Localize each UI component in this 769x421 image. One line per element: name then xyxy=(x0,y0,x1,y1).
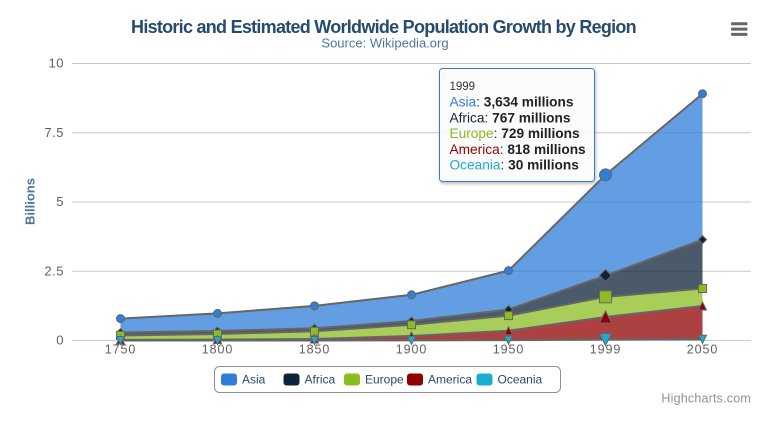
svg-text:1800: 1800 xyxy=(202,343,233,357)
svg-text:10: 10 xyxy=(49,56,64,71)
svg-text:1850: 1850 xyxy=(299,343,330,357)
svg-text:America: 818 millions: America: 818 millions xyxy=(450,142,587,157)
svg-text:5: 5 xyxy=(56,194,64,209)
svg-text:Oceania: Oceania xyxy=(498,373,543,387)
svg-text:Africa: 767 millions: Africa: 767 millions xyxy=(450,110,571,125)
svg-text:0: 0 xyxy=(56,333,64,348)
svg-text:America: America xyxy=(428,373,472,387)
svg-text:1950: 1950 xyxy=(493,343,524,357)
svg-text:Africa: Africa xyxy=(305,373,336,387)
svg-text:Billions: Billions xyxy=(23,178,38,225)
svg-text:7.5: 7.5 xyxy=(44,125,64,140)
svg-text:Oceania: 30 millions: Oceania: 30 millions xyxy=(450,158,580,173)
svg-text:1750: 1750 xyxy=(105,343,136,357)
svg-text:Asia: 3,634 millions: Asia: 3,634 millions xyxy=(450,95,574,110)
svg-text:1900: 1900 xyxy=(396,343,427,357)
svg-text:Asia: Asia xyxy=(242,373,266,387)
svg-text:1999: 1999 xyxy=(590,343,621,357)
svg-text:2050: 2050 xyxy=(687,343,718,357)
svg-text:Europe: Europe xyxy=(365,373,404,387)
svg-text:1999: 1999 xyxy=(450,81,476,93)
svg-text:2.5: 2.5 xyxy=(44,263,64,278)
svg-text:Source: Wikipedia.org: Source: Wikipedia.org xyxy=(321,36,448,51)
svg-text:Historic and Estimated Worldwi: Historic and Estimated Worldwide Populat… xyxy=(131,17,636,37)
svg-text:Highcharts.com: Highcharts.com xyxy=(661,392,751,406)
svg-text:Europe: 729 millions: Europe: 729 millions xyxy=(450,126,580,141)
